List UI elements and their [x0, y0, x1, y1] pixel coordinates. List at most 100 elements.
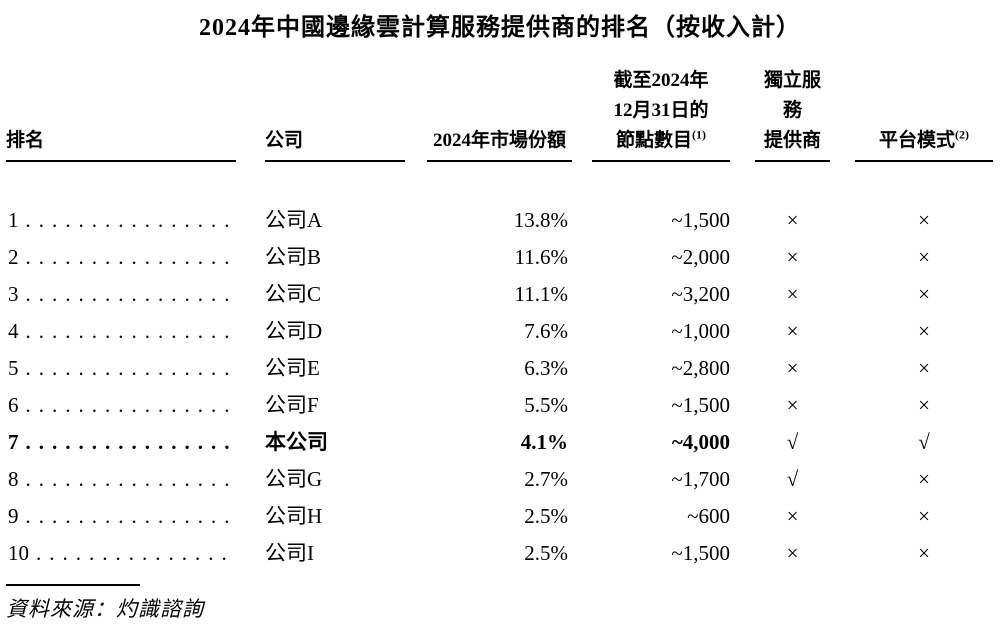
market-share-value: 2.5% — [524, 541, 568, 565]
independent-provider-mark: √ — [786, 430, 799, 454]
header-platform-model-label: 平台模式 — [878, 130, 955, 151]
market-share-value: 7.6% — [524, 319, 568, 343]
company-name: 公司B — [265, 245, 322, 269]
table-header-row: 排名 公司 2024年市場份額 截至2024年 12月31日的 節點數目(1) … — [0, 66, 1000, 162]
table-row: 5 ......................................… — [0, 350, 1000, 387]
header-market-share: 2024年市場份額 — [427, 126, 572, 162]
dot-leader: ........................................ — [36, 541, 236, 565]
platform-model-mark: √ — [918, 430, 930, 454]
source-note: 資料來源：灼識諮詢 — [6, 584, 1000, 623]
dot-leader: ........................................ — [25, 430, 237, 454]
independent-provider-mark: × — [786, 245, 799, 269]
header-independent-provider-line2: 提供商 — [763, 130, 821, 151]
market-share-value: 6.3% — [524, 356, 568, 380]
node-count-value: ~2,800 — [671, 356, 730, 380]
market-share-value: 5.5% — [524, 393, 568, 417]
table-row: 3 ......................................… — [0, 276, 1000, 313]
platform-model-mark: × — [918, 393, 930, 417]
node-count-value: ~4,000 — [671, 430, 730, 454]
header-company: 公司 — [265, 126, 405, 162]
dot-leader: ........................................ — [25, 467, 237, 491]
header-market-share-label: 2024年市場份額 — [432, 130, 566, 151]
independent-provider-mark: √ — [786, 467, 799, 491]
header-node-count-line3: 節點數目 — [615, 130, 692, 151]
company-name: 公司D — [265, 319, 323, 343]
platform-model-mark: × — [918, 541, 930, 565]
company-name: 公司E — [265, 356, 320, 380]
rank-number: 10 — [8, 541, 29, 565]
ranking-table: 排名 公司 2024年市場份額 截至2024年 12月31日的 節點數目(1) … — [0, 66, 1000, 572]
table-row: 1 ......................................… — [0, 202, 1000, 239]
table-row: 2 ......................................… — [0, 239, 1000, 276]
dot-leader: ........................................ — [25, 356, 237, 380]
header-rank: 排名 — [6, 126, 236, 162]
platform-model-mark: × — [918, 319, 930, 343]
node-count-value: ~1,500 — [671, 541, 730, 565]
rank-number: 2 — [8, 245, 19, 269]
node-count-value: ~2,000 — [671, 245, 730, 269]
header-independent-provider-line1: 獨立服務 — [763, 70, 821, 121]
table-row: 7 ......................................… — [0, 424, 1000, 461]
company-name: 公司I — [265, 541, 314, 565]
rank-number: 8 — [8, 467, 19, 491]
header-node-count-line2: 12月31日的 — [613, 100, 709, 121]
rank-number: 3 — [8, 282, 19, 306]
dot-leader: ........................................ — [25, 282, 237, 306]
header-node-count-line1: 截至2024年 — [613, 70, 709, 91]
node-count-value: ~600 — [687, 504, 730, 528]
source-divider — [6, 584, 140, 586]
platform-model-mark: × — [918, 504, 930, 528]
footnote-1-marker: (1) — [692, 127, 706, 142]
rank-number: 1 — [8, 208, 19, 232]
header-rank-label: 排名 — [6, 130, 45, 151]
company-name: 本公司 — [265, 430, 328, 454]
platform-model-mark: × — [918, 282, 930, 306]
dot-leader: ........................................ — [25, 245, 237, 269]
header-company-label: 公司 — [265, 130, 304, 151]
dot-leader: ........................................ — [25, 319, 237, 343]
independent-provider-mark: × — [786, 319, 799, 343]
platform-model-mark: × — [918, 245, 930, 269]
page-title: 2024年中國邊緣雲計算服務提供商的排名（按收入計） — [199, 15, 801, 41]
table-row: 6 ......................................… — [0, 387, 1000, 424]
rank-number: 5 — [8, 356, 19, 380]
footnote-2-marker: (2) — [955, 127, 969, 142]
company-name: 公司H — [265, 504, 323, 528]
platform-model-mark: × — [918, 356, 930, 380]
header-node-count: 截至2024年 12月31日的 節點數目(1) — [592, 66, 730, 162]
rank-number: 9 — [8, 504, 19, 528]
rank-number: 7 — [8, 430, 19, 454]
table-row: 10 .....................................… — [0, 535, 1000, 572]
market-share-value: 4.1% — [520, 430, 568, 454]
source-text: 資料來源：灼識諮詢 — [6, 597, 204, 621]
independent-provider-mark: × — [786, 208, 799, 232]
independent-provider-mark: × — [786, 541, 799, 565]
independent-provider-mark: × — [786, 393, 799, 417]
header-platform-model: 平台模式(2) — [855, 126, 993, 162]
dot-leader: ........................................ — [25, 208, 237, 232]
market-share-value: 2.7% — [524, 467, 568, 491]
header-independent-provider: 獨立服務 提供商 — [755, 66, 830, 162]
company-name: 公司A — [265, 208, 323, 232]
platform-model-mark: × — [918, 208, 930, 232]
dot-leader: ........................................ — [25, 393, 237, 417]
node-count-value: ~1,500 — [671, 208, 730, 232]
node-count-value: ~3,200 — [671, 282, 730, 306]
rank-number: 4 — [8, 319, 19, 343]
independent-provider-mark: × — [786, 282, 799, 306]
independent-provider-mark: × — [786, 504, 799, 528]
company-name: 公司C — [265, 282, 322, 306]
node-count-value: ~1,700 — [671, 467, 730, 491]
dot-leader: ........................................ — [25, 504, 237, 528]
node-count-value: ~1,000 — [671, 319, 730, 343]
table-row: 4 ......................................… — [0, 313, 1000, 350]
company-name: 公司F — [265, 393, 319, 417]
table-row: 9 ......................................… — [0, 498, 1000, 535]
company-name: 公司G — [265, 467, 323, 491]
node-count-value: ~1,500 — [671, 393, 730, 417]
market-share-value: 2.5% — [524, 504, 568, 528]
table-body: 1 ......................................… — [0, 202, 1000, 572]
market-share-value: 11.6% — [514, 245, 568, 269]
market-share-value: 11.1% — [514, 282, 568, 306]
